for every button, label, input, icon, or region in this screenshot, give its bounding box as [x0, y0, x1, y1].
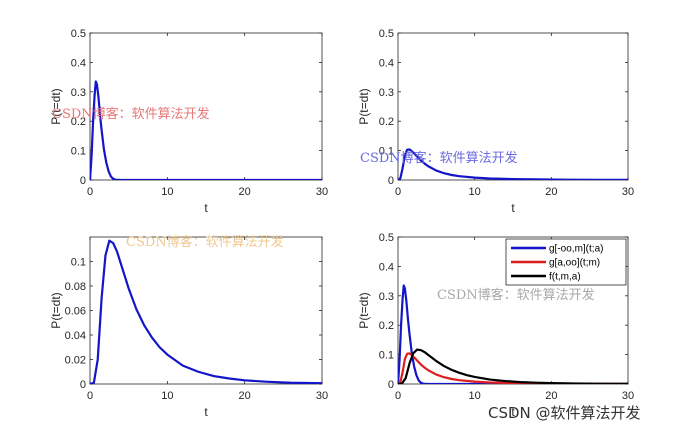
y-tick-label: 0.08: [65, 281, 86, 293]
x-tick-label: 0: [395, 186, 401, 198]
y-tick-label: 0.5: [379, 28, 394, 40]
x-axis-label: t: [204, 201, 208, 215]
x-tick-label: 0: [395, 390, 401, 402]
y-tick-label: 0.4: [379, 261, 394, 273]
y-axis-label: P(t=dt): [357, 292, 371, 328]
y-tick-label: 0: [80, 379, 86, 391]
subplot-1: 0 10 20 30 0 0.1 0.2 0.3 0.4 0.5 t P(t=dt): [49, 28, 328, 215]
x-tick-label: 10: [469, 186, 481, 198]
watermark-2: CSDN博客：软件算法开发: [360, 150, 518, 166]
watermark-4: CSDN博客：软件算法开发: [437, 287, 595, 303]
x-tick-label: 30: [316, 390, 328, 402]
x-tick-label: 20: [239, 186, 251, 198]
y-tick-label: 0.02: [65, 355, 86, 367]
x-tick-label: 0: [87, 390, 93, 402]
watermark-3: CSDN博客：软件算法开发: [126, 234, 284, 250]
y-tick-label: 0.5: [379, 232, 394, 244]
watermark-layer: CSDN博客：软件算法开发 CSDN博客：软件算法开发 CSDN博客：软件算法开…: [52, 106, 641, 422]
watermark-1: CSDN博客：软件算法开发: [52, 106, 210, 122]
legend-entry-label: g[-oo,m](t;a): [549, 244, 603, 255]
x-tick-label: 30: [622, 186, 634, 198]
x-tick-label: 20: [239, 390, 251, 402]
x-tick-label: 10: [469, 390, 481, 402]
y-tick-label: 0.04: [65, 330, 86, 342]
x-tick-label: 20: [545, 390, 557, 402]
series-line-2: [398, 352, 628, 384]
legend-entry-label: f(t,m,a): [549, 272, 581, 283]
x-tick-label: 30: [622, 390, 634, 402]
y-tick-label: 0.3: [71, 87, 86, 99]
series-line-1: [90, 80, 322, 180]
y-tick-label: 0.3: [379, 87, 394, 99]
subplot-2: 0 10 20 30 0 0.1 0.2 0.3 0.4 0.5 t P(t=dt): [357, 28, 634, 215]
y-tick-label: 0: [388, 175, 394, 187]
y-tick-label: 0.1: [71, 146, 86, 158]
x-axis-label: t: [511, 405, 515, 419]
y-tick-label: 0.06: [65, 306, 86, 318]
x-tick-label: 10: [161, 186, 173, 198]
y-tick-label: 0.2: [379, 116, 394, 128]
x-tick-label: 10: [161, 390, 173, 402]
y-axis-label: P(t=dt): [49, 88, 63, 124]
series-line-1: [398, 284, 628, 384]
y-tick-label: 0.4: [379, 57, 394, 69]
y-tick-label: 0.1: [379, 146, 394, 158]
x-axis-label: t: [511, 201, 515, 215]
y-tick-label: 0: [80, 175, 86, 187]
y-tick-label: 0.2: [379, 320, 394, 332]
x-tick-label: 30: [316, 186, 328, 198]
y-tick-label: 0.5: [71, 28, 86, 40]
y-axis-label: P(t=dt): [49, 292, 63, 328]
y-tick-label: 0.4: [71, 57, 86, 69]
series-line-1: [90, 239, 322, 384]
series-line-1: [398, 148, 628, 180]
x-tick-label: 0: [87, 186, 93, 198]
y-tick-label: 0.3: [379, 291, 394, 303]
x-axis-label: t: [204, 405, 208, 419]
x-tick-label: 20: [545, 186, 557, 198]
y-tick-label: 0: [388, 379, 394, 391]
subplot-3: 0 10 20 30 0 0.02 0.04 0.06 0.08 0.1 t P(t=dt): [49, 236, 328, 419]
legend: g[-oo,m](t;a) g[a,oo](t;m) f(t,m,a): [505, 238, 627, 286]
subplot-4: 0 10 20 30 0 0.1 0.2 0.3 0.4 0.5 t P(t=dt) g[-oo,m](…: [357, 232, 634, 419]
y-tick-label: 0.1: [71, 257, 86, 269]
series-line-3: [398, 348, 628, 384]
y-tick-label: 0.1: [379, 350, 394, 362]
y-axis-label: P(t=dt): [357, 88, 371, 124]
footer-watermark: CSDN @软件算法开发: [488, 404, 641, 422]
legend-entry-label: g[a,oo](t;m): [549, 258, 600, 269]
y-tick-label: 0.2: [71, 116, 86, 128]
